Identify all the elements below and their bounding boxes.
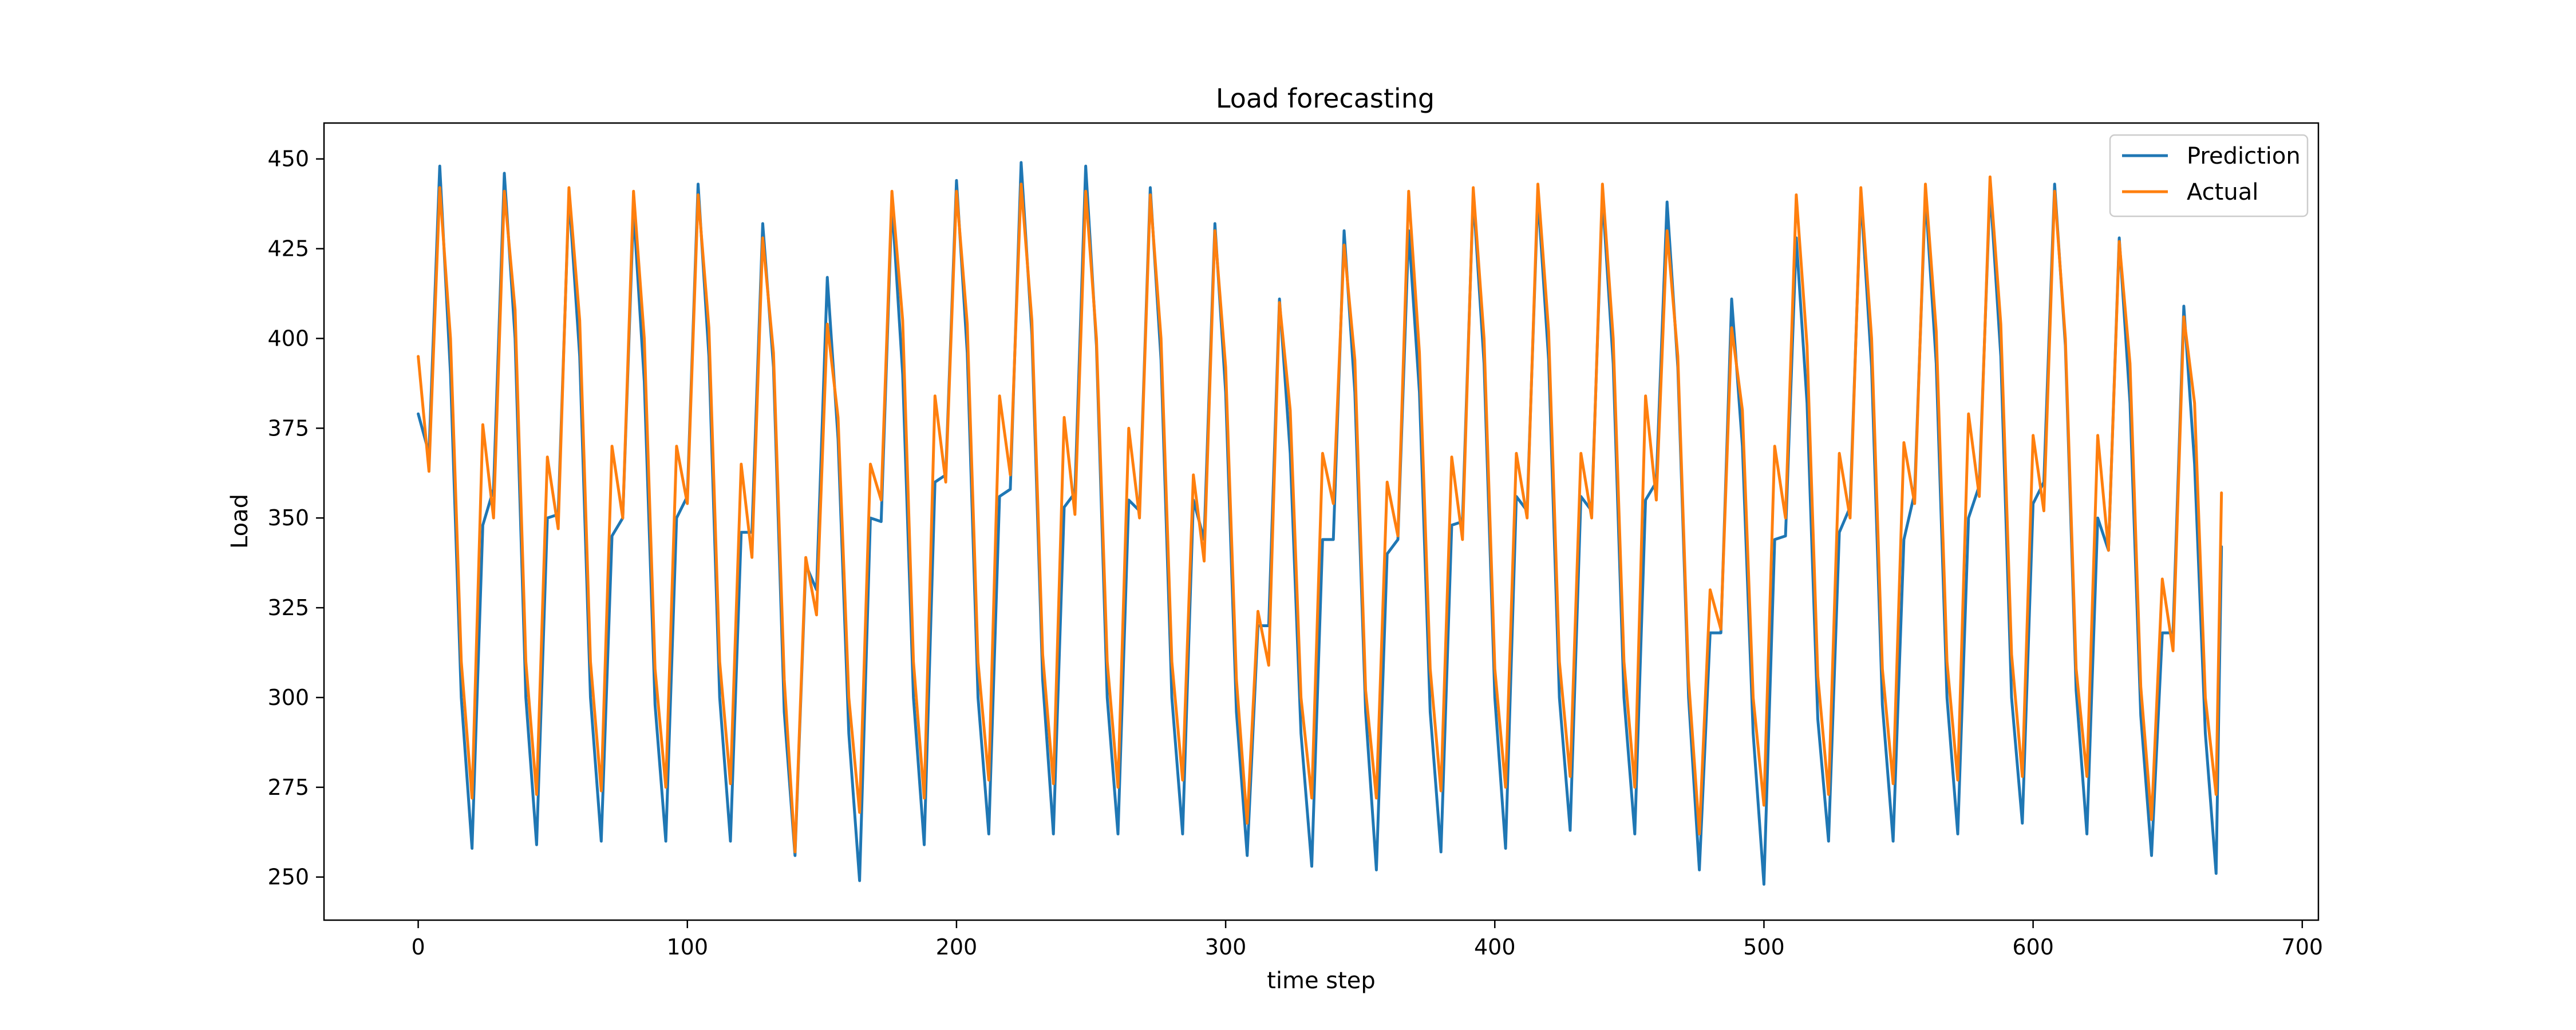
series-line-actual xyxy=(417,175,2223,854)
x-tick-label: 700 xyxy=(2282,934,2324,960)
series-layer xyxy=(417,161,2223,886)
y-tick-label: 300 xyxy=(267,685,309,710)
legend-label-actual: Actual xyxy=(2187,179,2258,205)
y-tick-label: 425 xyxy=(267,236,309,262)
x-tick-label: 600 xyxy=(2012,934,2054,960)
y-tick-label: 325 xyxy=(267,595,309,620)
x-tick-label: 200 xyxy=(936,934,978,960)
x-tick-label: 500 xyxy=(1743,934,1785,960)
plot-frame xyxy=(323,122,2320,921)
y-axis: 250 275 300 325 350 375 400 425 450 xyxy=(267,146,324,890)
x-axis-label: time step xyxy=(1267,968,1376,994)
y-tick-label: 250 xyxy=(267,865,309,890)
x-tick-label: 0 xyxy=(411,934,425,960)
y-tick-label: 350 xyxy=(267,505,309,530)
legend-label-prediction: Prediction xyxy=(2187,143,2301,169)
x-tick-label: 300 xyxy=(1205,934,1247,960)
y-tick-label: 275 xyxy=(267,775,309,800)
y-axis-label: Load xyxy=(227,494,253,549)
legend: Prediction Actual xyxy=(2109,134,2309,217)
x-axis: 0 100 200 300 400 500 600 700 xyxy=(411,920,2323,960)
x-tick-label: 400 xyxy=(1474,934,1516,960)
chart-title: Load forecasting xyxy=(1216,83,1435,114)
x-tick-label: 100 xyxy=(666,934,708,960)
y-tick-label: 400 xyxy=(267,326,309,351)
y-tick-label: 450 xyxy=(267,146,309,172)
y-tick-label: 375 xyxy=(267,415,309,441)
